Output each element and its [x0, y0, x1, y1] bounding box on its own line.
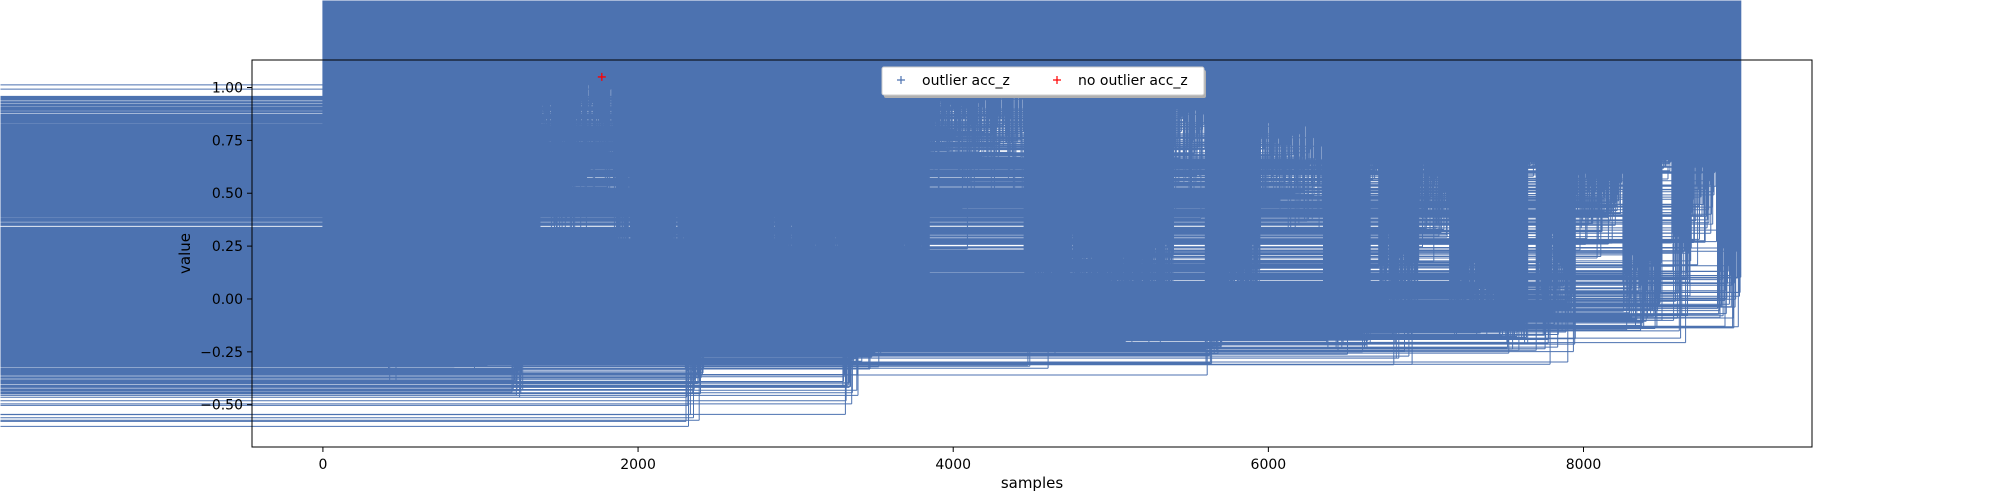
legend-marker-outlier [897, 76, 905, 84]
series-outlier-points [0, 0, 1742, 427]
y-tick-label: 0.75 [212, 133, 243, 149]
y-tick-label: 1.00 [212, 80, 243, 96]
data-points [0, 0, 1742, 427]
legend: outlier acc_z no outlier acc_z [881, 66, 1206, 98]
x-axis-ticks: 0 2000 4000 6000 8000 [318, 447, 1601, 473]
series-no-outlier-point [597, 72, 606, 81]
y-tick-label: −0.50 [200, 398, 243, 414]
x-tick-label: 4000 [935, 457, 971, 473]
legend-box [881, 66, 1205, 96]
legend-entry-outlier: outlier acc_z [922, 73, 1010, 89]
y-axis-ticks: −0.50 −0.25 0.00 0.25 0.50 0.75 1.00 [200, 80, 252, 414]
x-tick-label: 2000 [620, 457, 656, 473]
x-axis-label: samples [1001, 474, 1064, 492]
x-tick-label: 0 [318, 457, 327, 473]
legend-entry-no-outlier: no outlier acc_z [1078, 73, 1188, 89]
y-axis-label: value [176, 233, 194, 274]
x-tick-label: 8000 [1566, 457, 1602, 473]
x-tick-label: 6000 [1251, 457, 1287, 473]
legend-marker-no-outlier [1053, 76, 1061, 84]
y-tick-label: −0.25 [200, 345, 243, 361]
y-tick-label: 0.00 [212, 292, 243, 308]
plot-frame [251, 59, 1813, 448]
y-tick-label: 0.25 [212, 239, 243, 255]
y-tick-label: 0.50 [212, 186, 243, 202]
